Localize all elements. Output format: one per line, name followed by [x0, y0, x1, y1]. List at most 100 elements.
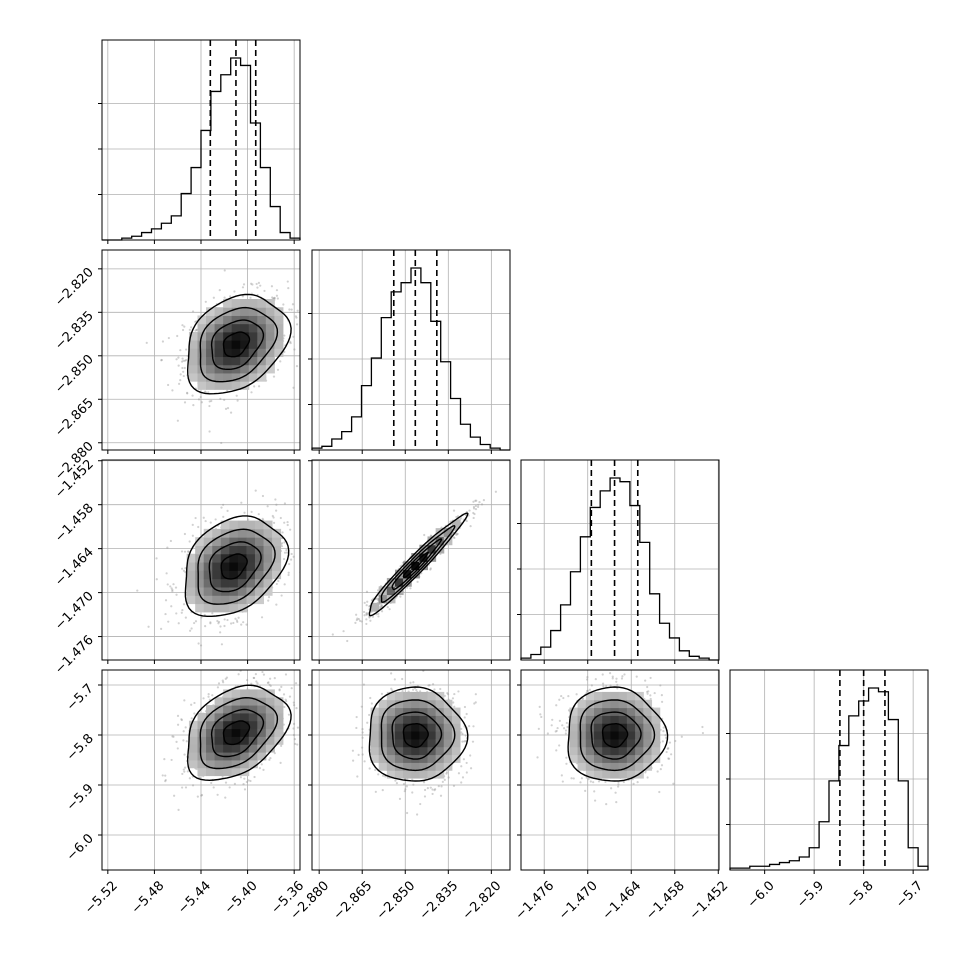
sample-point — [306, 329, 308, 331]
sample-point — [250, 682, 253, 685]
contour-line — [199, 696, 279, 770]
sample-point — [460, 727, 463, 730]
sample-point — [286, 520, 289, 524]
density-cell — [435, 528, 445, 537]
sample-point — [395, 782, 399, 785]
sample-point — [453, 536, 456, 540]
sample-point — [360, 620, 363, 623]
sample-point — [257, 513, 260, 516]
density-cell — [257, 323, 267, 333]
density-cell — [220, 562, 230, 571]
sample-point — [236, 620, 239, 624]
sample-point — [209, 622, 212, 625]
sample-point — [443, 694, 446, 697]
sample-point — [412, 688, 415, 691]
sample-point — [208, 400, 211, 403]
density-cell — [240, 736, 250, 745]
sample-point — [422, 781, 426, 784]
sample-point — [272, 521, 276, 524]
density-cell — [240, 299, 250, 308]
sample-point — [462, 758, 465, 761]
density-cell — [186, 562, 196, 571]
density-cell — [206, 364, 216, 374]
sample-point — [253, 385, 256, 388]
sample-point — [164, 599, 168, 602]
sample-point — [229, 411, 233, 414]
density-cell — [248, 689, 258, 698]
density-cell — [197, 759, 207, 769]
sample-point — [163, 758, 166, 761]
sample-point — [412, 681, 415, 684]
sample-point — [270, 285, 274, 288]
density-cell — [220, 603, 230, 613]
density-cell — [212, 578, 222, 588]
density-cell — [265, 348, 275, 358]
density-cell — [265, 331, 275, 341]
sample-point — [209, 621, 212, 624]
sample-point — [278, 688, 281, 691]
density-cell — [231, 331, 241, 341]
sample-point — [200, 793, 204, 797]
sample-point — [194, 320, 197, 323]
sample-point — [160, 627, 163, 630]
sample-point — [357, 617, 360, 621]
sample-point — [225, 676, 229, 679]
density-cell — [240, 759, 250, 769]
sample-point — [269, 684, 272, 687]
density-cell — [195, 595, 205, 605]
sample-point — [224, 781, 228, 784]
density-cell — [212, 553, 222, 563]
sample-point — [176, 334, 179, 338]
density-cell — [223, 759, 233, 769]
density-cell — [214, 759, 224, 769]
sample-point — [431, 788, 434, 791]
sample-point — [177, 356, 180, 359]
density-cell — [203, 578, 213, 588]
density-cell — [443, 528, 453, 537]
sample-point — [220, 643, 224, 646]
contour-line — [186, 684, 292, 782]
density-cell — [214, 767, 224, 777]
sample-point — [183, 753, 186, 756]
density-cell — [257, 307, 267, 316]
density-cell — [265, 712, 275, 722]
sample-point — [188, 540, 191, 543]
density-cell — [231, 381, 241, 390]
sample-point — [283, 502, 287, 505]
sample-point — [191, 394, 194, 397]
sample-point — [252, 676, 255, 680]
density-cell — [274, 705, 284, 714]
contour-line — [186, 293, 292, 395]
sample-point — [257, 281, 261, 284]
sample-point — [302, 562, 304, 564]
density-cell — [246, 528, 256, 538]
sample-point — [290, 308, 293, 311]
histogram-panel — [98, 39, 301, 244]
density-cell — [394, 577, 404, 587]
sample-point — [200, 616, 203, 619]
sample-point — [246, 678, 249, 682]
sample-point — [183, 532, 186, 536]
sample-point — [170, 758, 173, 762]
sample-point — [289, 340, 292, 343]
sample-point — [224, 407, 228, 410]
sample-point — [199, 395, 202, 399]
density-cell — [248, 705, 258, 714]
sample-point — [193, 701, 196, 705]
sample-point — [242, 783, 245, 786]
density-cell — [188, 356, 199, 366]
sample-point — [273, 677, 276, 680]
sample-point — [245, 623, 248, 626]
sample-point — [368, 605, 371, 608]
sample-point — [235, 619, 239, 622]
sample-point — [472, 507, 476, 510]
sample-point — [182, 730, 185, 733]
density-cell — [248, 720, 258, 730]
sample-point — [365, 613, 368, 616]
sample-point — [249, 296, 252, 299]
sample-point — [268, 683, 271, 686]
sample-point — [155, 557, 158, 560]
histogram-step-line — [311, 267, 510, 451]
sample-point — [363, 614, 366, 617]
sample-point — [186, 391, 189, 394]
